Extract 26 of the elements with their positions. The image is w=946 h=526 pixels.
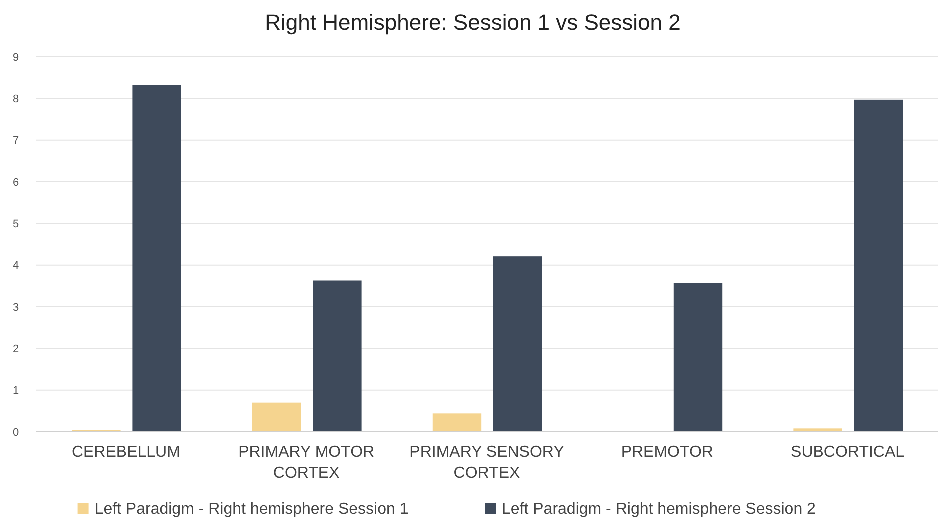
y-tick-label: 0 <box>12 426 20 439</box>
x-tick-label: PREMOTOR <box>621 444 714 461</box>
y-tick-label: 6 <box>12 176 20 189</box>
y-tick-label: 7 <box>12 135 20 148</box>
x-tick-label: PRIMARY MOTOR CORTEX <box>238 444 375 482</box>
y-tick-label: 9 <box>12 52 20 64</box>
bar <box>674 283 723 432</box>
legend-label: Left Paradigm - Right hemisphere Session 1 <box>94 501 409 518</box>
legend-label: Left Paradigm - Right hemisphere Session 2 <box>502 501 816 518</box>
y-tick-label: 5 <box>12 218 20 231</box>
x-tick-label: CEREBELLUM <box>72 444 180 461</box>
bar <box>313 280 362 432</box>
bar <box>493 256 542 432</box>
x-tick-label: SUBCORTICAL <box>791 444 905 461</box>
bar <box>132 85 182 432</box>
y-tick-label: 8 <box>12 94 20 106</box>
x-tick-label: PRIMARY SENSORY CORTEX <box>410 444 565 482</box>
y-tick-label: 2 <box>12 344 20 356</box>
bar <box>854 100 903 432</box>
y-tick-label: 4 <box>12 260 20 272</box>
chart-title: Right Hemisphere: Session 1 vs Session 2 <box>265 10 681 35</box>
y-tick-label: 1 <box>12 385 20 398</box>
y-tick-label: 3 <box>12 302 20 314</box>
bar <box>794 428 842 432</box>
bar <box>432 414 482 432</box>
bar <box>252 402 302 432</box>
